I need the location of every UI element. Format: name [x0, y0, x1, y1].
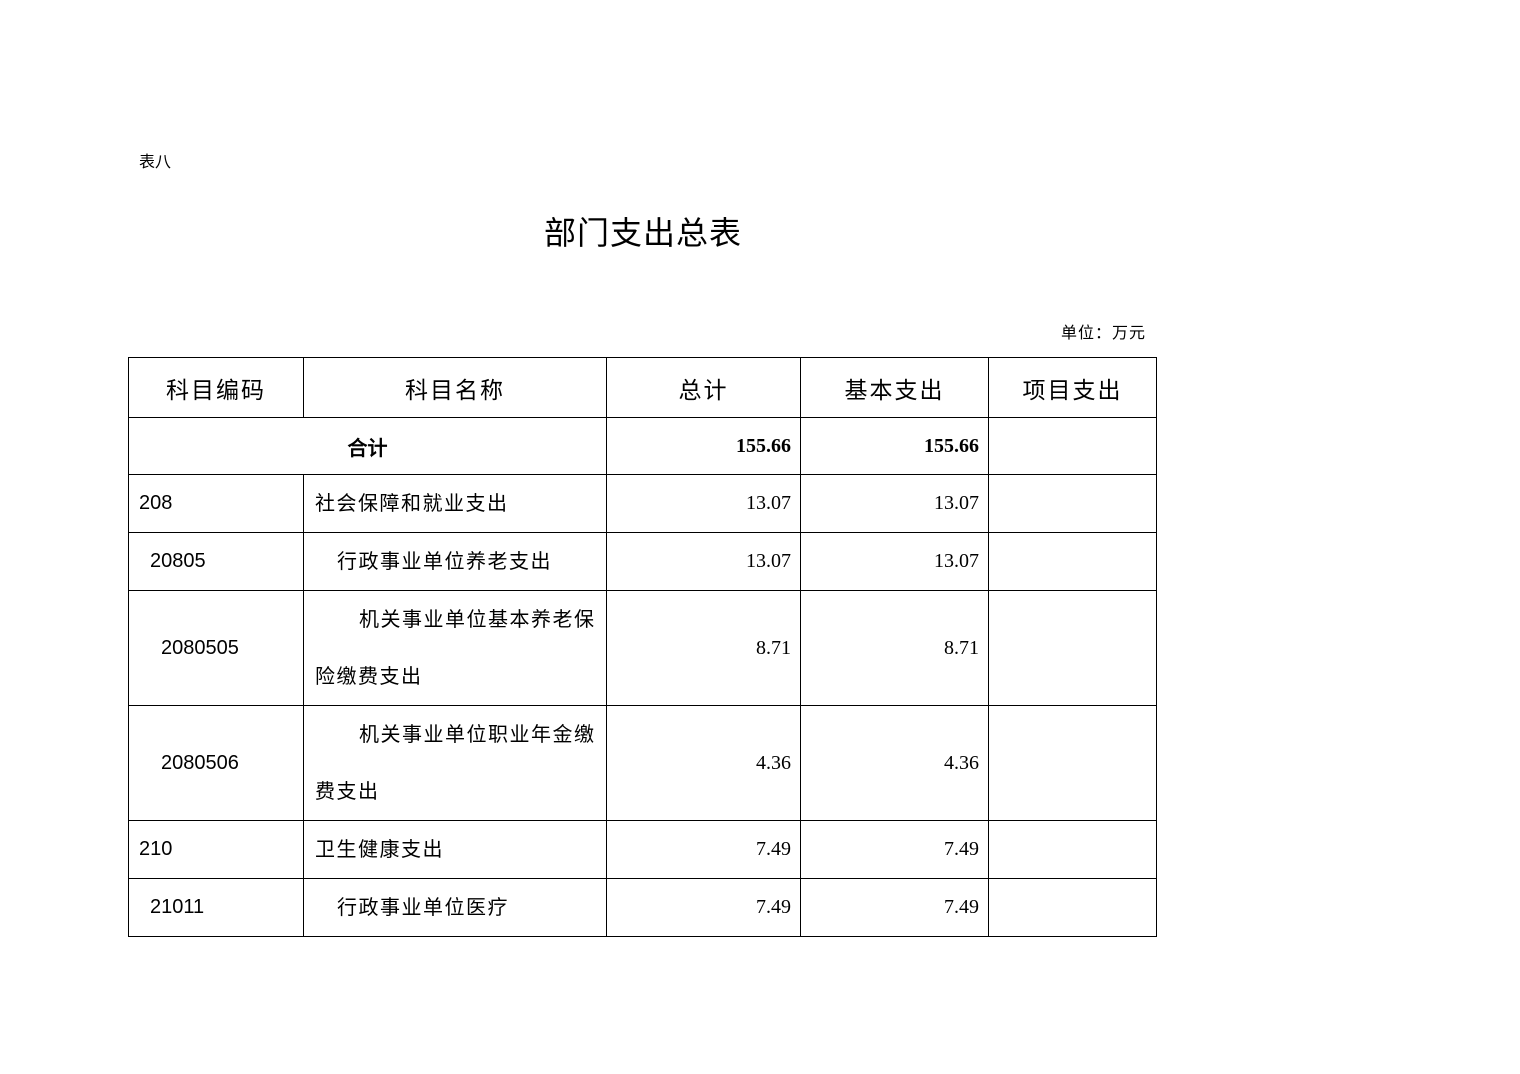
row-code: 210 [128, 820, 304, 879]
page-title: 部门支出总表 [543, 214, 742, 252]
unit-label: 单位：万元 [1060, 323, 1146, 342]
row-code: 2080506 [128, 705, 304, 821]
row-project [988, 820, 1157, 879]
row-name-text: 卫生健康支出 [315, 837, 444, 861]
header-name: 科目名称 [303, 357, 607, 418]
header-basic: 基本支出 [800, 357, 989, 418]
row-name: 机关事业单位职业年金缴费支出 [303, 705, 607, 821]
header-code: 科目编码 [128, 357, 304, 418]
row-name: 行政事业单位养老支出 [303, 532, 607, 591]
row-code: 20805 [128, 532, 304, 591]
row-basic: 4.36 [800, 705, 989, 821]
header-row: 科目编码 科目名称 总计 基本支出 项目支出 [128, 357, 1157, 418]
table-row: 2080505 机关事业单位基本养老保险缴费支出 8.71 8.71 [128, 590, 1157, 706]
total-basic: 155.66 [800, 417, 989, 475]
row-code: 2080505 [128, 590, 304, 706]
table-row: 2080506 机关事业单位职业年金缴费支出 4.36 4.36 [128, 705, 1157, 821]
expenditure-table: 科目编码 科目名称 总计 基本支出 项目支出 合计 155.66 155.66 … [128, 357, 1157, 937]
table-row: 208 社会保障和就业支出 13.07 13.07 [128, 474, 1157, 533]
header-project: 项目支出 [988, 357, 1157, 418]
row-code: 21011 [128, 878, 304, 937]
row-project [988, 474, 1157, 533]
row-basic: 13.07 [800, 474, 989, 533]
row-total: 13.07 [606, 474, 801, 533]
row-project [988, 590, 1157, 706]
row-name-text: 行政事业单位医疗 [337, 895, 509, 919]
table-number-label: 表八 [139, 152, 172, 171]
row-total: 13.07 [606, 532, 801, 591]
row-name: 行政事业单位医疗 [303, 878, 607, 937]
row-project [988, 878, 1157, 937]
table-row: 20805 行政事业单位养老支出 13.07 13.07 [128, 532, 1157, 591]
header-total: 总计 [606, 357, 801, 418]
row-total: 7.49 [606, 820, 801, 879]
row-basic: 8.71 [800, 590, 989, 706]
row-total: 8.71 [606, 590, 801, 706]
row-code: 208 [128, 474, 304, 533]
row-basic: 7.49 [800, 878, 989, 937]
total-total: 155.66 [606, 417, 801, 475]
row-project [988, 705, 1157, 821]
total-project [988, 417, 1157, 475]
row-name-text: 机关事业单位职业年金缴费支出 [315, 722, 596, 803]
row-name: 社会保障和就业支出 [303, 474, 607, 533]
row-name: 卫生健康支出 [303, 820, 607, 879]
row-name-text: 行政事业单位养老支出 [337, 549, 552, 573]
row-name: 机关事业单位基本养老保险缴费支出 [303, 590, 607, 706]
table-row: 210 卫生健康支出 7.49 7.49 [128, 820, 1157, 879]
row-project [988, 532, 1157, 591]
total-label: 合计 [128, 417, 607, 475]
total-row: 合计 155.66 155.66 [128, 417, 1157, 475]
row-total: 4.36 [606, 705, 801, 821]
table-row: 21011 行政事业单位医疗 7.49 7.49 [128, 878, 1157, 937]
row-basic: 7.49 [800, 820, 989, 879]
row-name-text: 机关事业单位基本养老保险缴费支出 [315, 607, 596, 688]
row-name-text: 社会保障和就业支出 [315, 491, 509, 515]
row-basic: 13.07 [800, 532, 989, 591]
row-total: 7.49 [606, 878, 801, 937]
